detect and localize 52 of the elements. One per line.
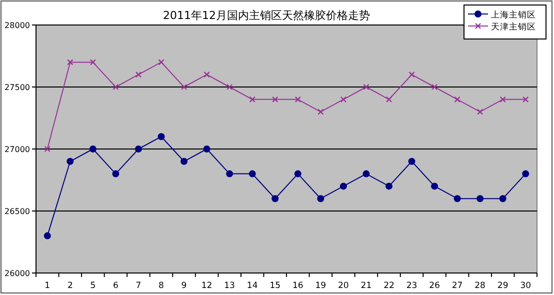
point [89, 146, 96, 152]
point [340, 96, 347, 102]
y-tick-label: 26000 [4, 269, 30, 278]
point [112, 170, 120, 178]
point [272, 96, 278, 102]
chart-title: 2011年12月国内主销区天然橡胶价格走势 [163, 9, 370, 22]
point [158, 59, 164, 66]
point [500, 96, 506, 102]
point [340, 182, 347, 190]
y-tick-label: 27000 [4, 145, 30, 154]
point [431, 182, 438, 190]
point [134, 146, 142, 152]
point [317, 195, 324, 202]
point [66, 158, 74, 165]
point [454, 195, 461, 202]
point [180, 84, 188, 90]
point [249, 96, 256, 102]
point [476, 195, 484, 202]
point [318, 108, 324, 115]
point [248, 170, 256, 178]
legend-label: 上海主销区 [491, 10, 536, 20]
point [522, 170, 530, 178]
point [158, 133, 165, 140]
legend-label: 天津主销区 [491, 22, 536, 32]
point [522, 96, 529, 102]
point [44, 146, 50, 152]
point [408, 72, 415, 78]
y-tick-label: 27500 [4, 83, 30, 92]
point [112, 84, 119, 90]
point [44, 232, 51, 240]
point [294, 170, 302, 178]
point [67, 59, 74, 66]
y-tick-label: 26500 [4, 207, 30, 216]
point [454, 96, 460, 102]
point [226, 170, 234, 178]
point [90, 59, 96, 66]
point [180, 158, 188, 165]
point [362, 170, 370, 178]
point [499, 195, 506, 202]
point [431, 84, 438, 90]
point [386, 96, 392, 102]
point [385, 182, 392, 190]
y-tick-label: 28000 [4, 21, 30, 30]
point [203, 146, 210, 152]
point [204, 72, 210, 78]
point [476, 108, 484, 115]
point [408, 158, 416, 165]
point [226, 84, 233, 90]
point [135, 72, 142, 78]
point [272, 195, 279, 202]
point [294, 96, 301, 102]
point [363, 84, 370, 90]
